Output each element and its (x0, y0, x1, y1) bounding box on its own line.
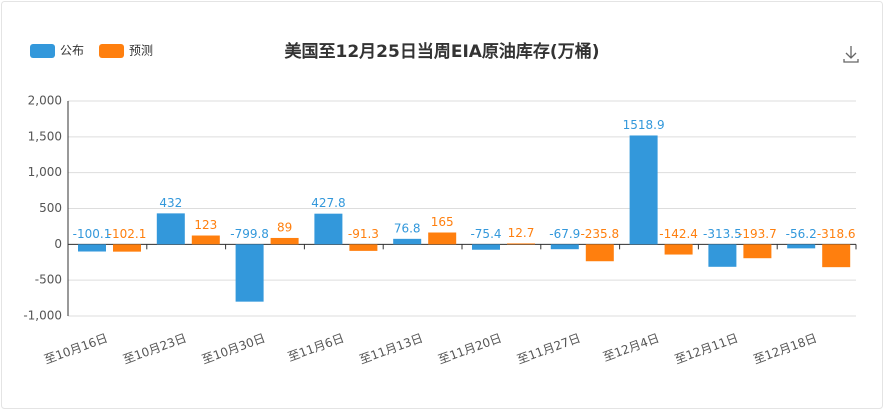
bar (235, 244, 264, 302)
value-label: 123 (194, 218, 217, 232)
bar (349, 244, 378, 251)
bar (743, 244, 772, 259)
bar (629, 135, 658, 245)
value-label: -67.9 (549, 227, 580, 241)
value-label: 165 (431, 215, 454, 229)
bar (472, 244, 500, 250)
value-label: -75.4 (470, 227, 501, 241)
y-tick-label: 500 (39, 201, 62, 215)
value-label: 89 (277, 220, 292, 234)
value-label: 1518.9 (623, 118, 665, 132)
value-label: -799.8 (230, 227, 269, 241)
bar (270, 237, 299, 245)
value-label: -235.8 (580, 227, 619, 241)
bar (550, 244, 579, 250)
value-label: -318.6 (817, 227, 856, 241)
bar (156, 213, 185, 245)
value-label: -100.1 (73, 227, 112, 241)
y-tick-label: -500 (35, 273, 62, 287)
bar (314, 213, 343, 245)
legend-label[interactable]: 预测 (129, 44, 153, 58)
y-tick-label: 0 (54, 237, 62, 251)
y-tick-label: 1,000 (28, 165, 62, 179)
bar (113, 244, 141, 252)
value-label: -313.5 (703, 227, 742, 241)
legend-swatch[interactable] (99, 44, 125, 58)
y-tick-label: 1,500 (28, 129, 62, 143)
bar (787, 244, 816, 249)
download-icon[interactable] (843, 46, 859, 63)
y-tick-label: -1,000 (23, 309, 62, 323)
download-glyph[interactable] (843, 46, 859, 63)
value-label: -56.2 (786, 227, 817, 241)
legend-swatch[interactable] (30, 44, 55, 58)
value-label: -142.4 (659, 227, 698, 241)
value-label: -91.3 (348, 227, 379, 241)
value-label: 432 (159, 196, 182, 210)
bar (585, 244, 614, 262)
bar (822, 244, 851, 268)
value-label: -102.1 (108, 227, 147, 241)
value-label: 12.7 (508, 226, 535, 240)
bar (191, 235, 220, 245)
bar (664, 244, 693, 255)
y-tick-label: 2,000 (28, 94, 62, 108)
bar (78, 244, 106, 252)
legend-label[interactable]: 公布 (60, 44, 84, 58)
value-label: 76.8 (394, 221, 421, 235)
value-label: 427.8 (311, 196, 345, 210)
chart-title: 美国至12月25日当周EIA原油库存(万桶) (285, 41, 600, 62)
bar (708, 244, 737, 267)
bar (393, 238, 422, 245)
bar (428, 232, 457, 245)
bar (507, 243, 535, 245)
value-label: -193.7 (738, 227, 777, 241)
